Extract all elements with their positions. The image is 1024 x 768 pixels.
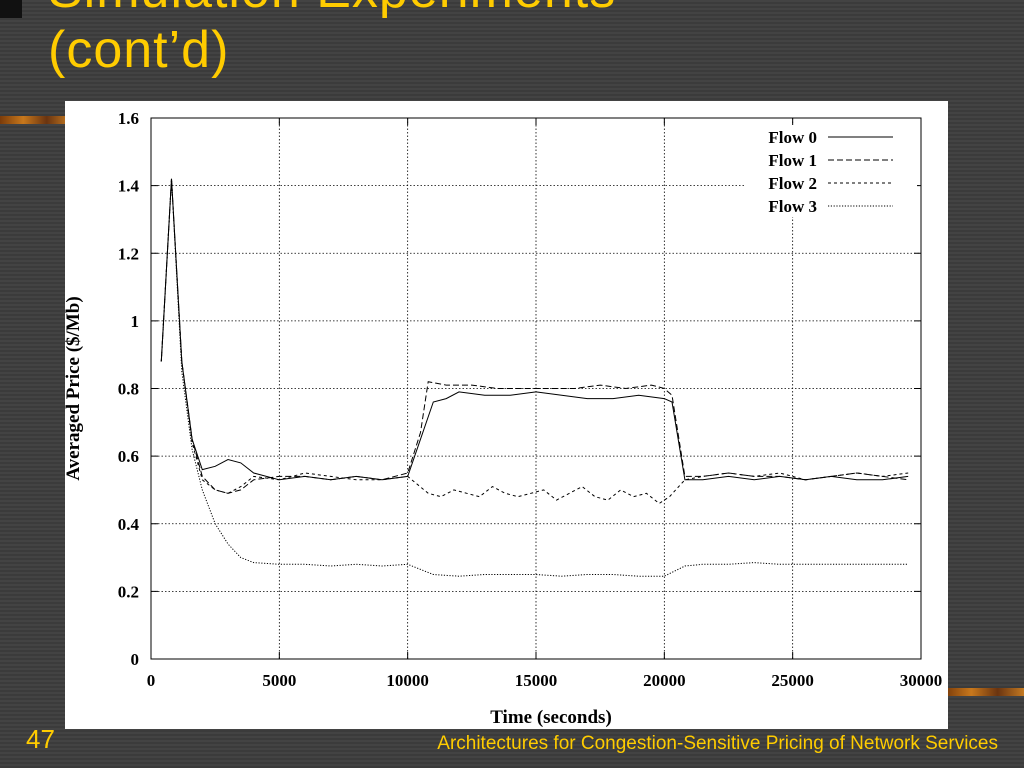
y-tick-label: 1.2 <box>118 244 139 263</box>
y-tick-label: 0.8 <box>118 380 139 399</box>
x-axis-label: Time (seconds) <box>490 707 612 728</box>
y-tick-label: 0 <box>131 650 140 669</box>
y-tick-label: 0.6 <box>118 447 139 466</box>
legend-background <box>745 125 917 217</box>
title-accent-rule <box>0 116 70 124</box>
y-tick-label: 1 <box>131 312 140 331</box>
x-tick-label: 5000 <box>262 671 296 690</box>
x-tick-label: 20000 <box>643 671 686 690</box>
series-line-flow-2 <box>160 178 909 505</box>
y-tick-label: 1.4 <box>118 177 140 196</box>
slide-title-line-1: Simulation Experiments <box>48 0 616 20</box>
x-tick-label: 0 <box>147 671 156 690</box>
slide-number: 47 <box>26 724 55 754</box>
slide-title: Simulation Experiments (cont’d) <box>48 0 616 80</box>
y-tick-label: 1.6 <box>118 109 139 128</box>
series-line-flow-0 <box>160 178 909 481</box>
legend-label: Flow 3 <box>768 197 817 216</box>
x-tick-label: 25000 <box>771 671 814 690</box>
legend-label: Flow 0 <box>768 128 817 147</box>
price-chart: 0 5000 10000 15000 20000 25000 30000 0 0.2 0.4 0.6… <box>65 109 943 728</box>
slide-footer: Architectures for Congestion-Sensitive P… <box>437 733 998 754</box>
x-tick-label: 10000 <box>386 671 429 690</box>
series-line-flow-3 <box>160 178 909 577</box>
series-line-flow-1 <box>160 178 909 494</box>
legend-label: Flow 1 <box>768 151 817 170</box>
y-axis-label: Averaged Price ($/Mb) <box>65 296 84 480</box>
x-tick-label: 15000 <box>515 671 558 690</box>
chart-panel: 0 5000 10000 15000 20000 25000 30000 0 0.2 0.4 0.6… <box>65 101 948 729</box>
x-tick-label: 30000 <box>900 671 943 690</box>
legend-label: Flow 2 <box>768 174 817 193</box>
slide-title-line-2: (cont’d) <box>48 21 230 79</box>
y-tick-label: 0.2 <box>118 582 139 601</box>
y-tick-label: 0.4 <box>118 515 140 534</box>
footer-accent-rule <box>945 688 1024 696</box>
corner-decoration <box>0 0 22 18</box>
